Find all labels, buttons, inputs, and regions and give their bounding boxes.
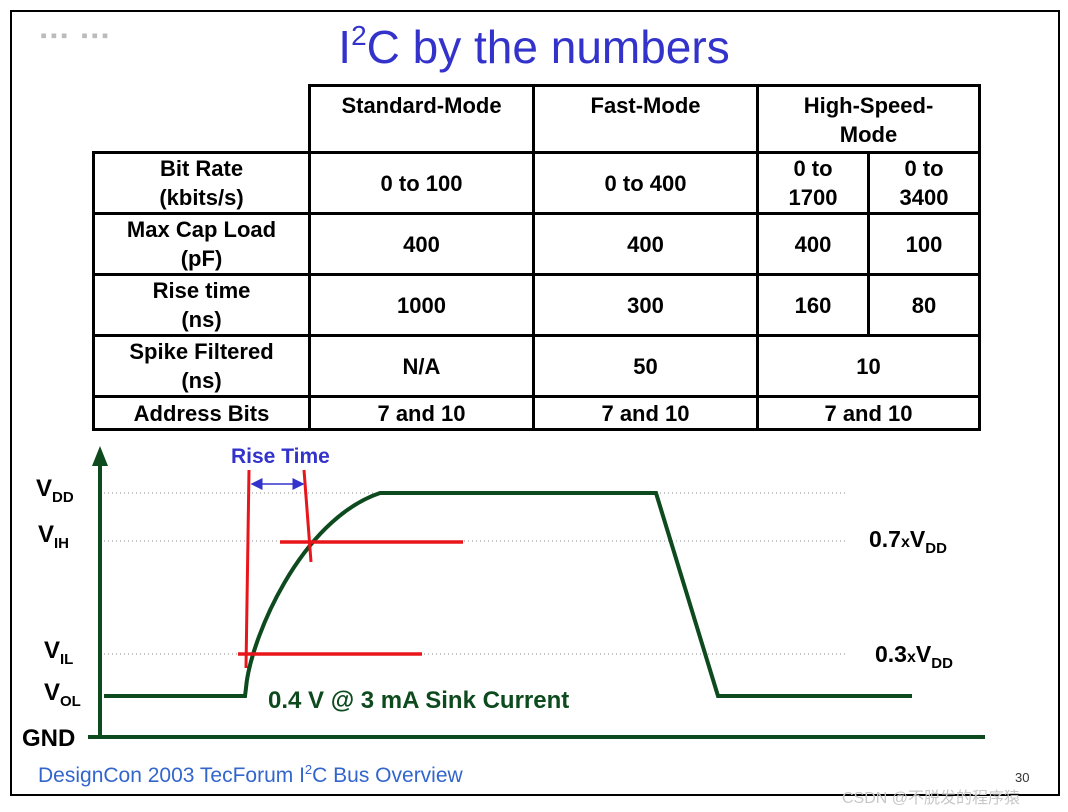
rise-time-label: Rise Time [231,445,330,468]
table-row: Spike Filtered (ns) N/A 50 10 [92,334,981,398]
header-standard-mode: Standard-Mode [308,84,535,154]
watermark: CSDN @不脱发的程序猿 [842,790,1021,807]
table-header-row: Standard-Mode Fast-Mode High-Speed-Mode [93,84,981,154]
table-cell: 10 [756,334,981,398]
row-label: Rise time (ns) [92,273,311,337]
table-cell: 80 [867,273,981,337]
i2c-spec-table: Standard-Mode Fast-Mode High-Speed-Mode … [92,84,981,431]
vil-label: VIL [44,637,73,668]
table-cell: 0 to 100 [308,151,535,215]
vol-label: VOL [44,679,81,710]
slide-frame [10,10,1060,796]
vil-value-label: 0.3xVDD [875,641,953,672]
slide-title: I2C by the numbers [338,20,730,73]
table-row: Bit Rate (kbits/s) 0 to 100 0 to 400 0 t… [92,151,981,215]
table-cell: 0 to 400 [532,151,759,215]
table-cell: 50 [532,334,759,398]
footer: DesignCon 2003 TecForum I2C Bus Overview [38,762,463,787]
row-label: Max Cap Load (pF) [92,212,311,276]
signal-waveform [104,491,912,698]
vdd-label: VDD [36,475,74,506]
table-row: Address Bits 7 and 10 7 and 10 7 and 10 [92,395,981,431]
table-cell: N/A [308,334,535,398]
table-cell: 400 [756,212,870,276]
rise-start-marker [244,469,251,669]
vih-label: VIH [38,521,69,552]
table-cell: 0 to 1700 [756,151,870,215]
y-axis-arrow-icon [92,446,108,466]
table-cell: 0 to 3400 [867,151,981,215]
page-number: 30 [1015,770,1030,785]
rise-end-marker [302,469,313,563]
table-cell: 1000 [308,273,535,337]
table-corner [93,85,311,154]
table-cell: 100 [867,212,981,276]
table-row: Rise time (ns) 1000 300 160 80 [92,273,981,337]
table-cell: 400 [308,212,535,276]
row-label: Address Bits [92,395,311,431]
table-cell: 7 and 10 [756,395,981,431]
gnd-label: GND [22,725,75,752]
header-fast-mode: Fast-Mode [532,84,759,154]
table-cell: 7 and 10 [308,395,535,431]
sink-current-label: 0.4 V @ 3 mA Sink Current [268,687,569,714]
row-label: Bit Rate (kbits/s) [92,151,311,215]
table-cell: 7 and 10 [532,395,759,431]
logo: ▪▪▪ ▪▪▪ [40,28,112,42]
header-high-speed-mode: High-Speed-Mode [756,84,981,154]
table-cell: 300 [532,273,759,337]
table-cell: 400 [532,212,759,276]
table-row: Max Cap Load (pF) 400 400 400 100 [92,212,981,276]
table-cell: 160 [756,273,870,337]
row-label: Spike Filtered (ns) [92,334,311,398]
vih-value-label: 0.7xVDD [869,526,947,557]
